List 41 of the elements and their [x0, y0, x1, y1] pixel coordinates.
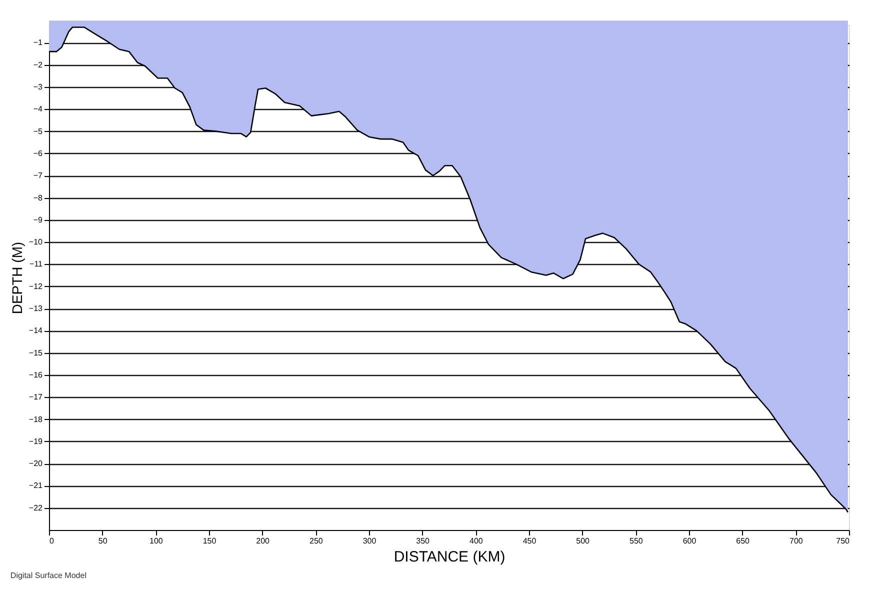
y-tick-label: −15: [28, 348, 44, 358]
y-tick-label: −12: [28, 282, 44, 291]
x-tick-label: 600: [682, 536, 697, 546]
y-tick-label: −5: [33, 126, 44, 136]
y-tick-label: −4: [33, 104, 44, 114]
y-tick-label: −8: [33, 193, 44, 202]
x-tick-label: 700: [789, 536, 804, 546]
y-axis-title: DEPTH (M): [8, 242, 25, 314]
y-tick-label: −7: [33, 171, 44, 180]
y-tick-label: −17: [28, 392, 44, 402]
y-tick-label: −19: [28, 436, 44, 446]
x-tick-label: 350: [416, 536, 430, 546]
x-tick-label: 750: [836, 536, 850, 546]
x-tick-label: 250: [309, 536, 324, 546]
x-tick-label: 400: [469, 536, 484, 546]
x-tick-label: 200: [256, 536, 270, 546]
x-tick-label: 100: [149, 536, 164, 546]
x-axis-title: DISTANCE (KM): [394, 548, 506, 566]
y-tick-label: −16: [28, 370, 44, 380]
x-tick-label: 500: [576, 536, 590, 546]
y-tick-label: −10: [28, 238, 44, 247]
y-tick-label: −21: [28, 481, 44, 490]
x-tick-label: 550: [629, 536, 644, 546]
text: Digital Surface Model: [10, 571, 87, 580]
x-tick-label: 150: [202, 536, 217, 546]
x-tick-label: 0: [50, 536, 54, 546]
y-tick-label: −9: [33, 215, 44, 224]
y-tick-label: −11: [30, 260, 44, 269]
x-tick-label: 300: [362, 536, 377, 546]
y-tick-label: −14: [28, 326, 44, 336]
y-tick-label: −2: [33, 60, 44, 70]
x-tick-label: 650: [736, 536, 750, 546]
y-tick-label: −3: [33, 82, 44, 92]
y-tick-label: −13: [28, 304, 44, 314]
y-tick-label: −1: [33, 38, 44, 48]
y-tick-label: −6: [33, 148, 44, 158]
x-tick-label: 450: [522, 536, 537, 546]
y-tick-label: −18: [28, 414, 44, 424]
y-tick-label: −20: [28, 459, 44, 468]
y-tick-label: −22: [28, 503, 44, 512]
x-tick-label: 50: [98, 536, 108, 546]
